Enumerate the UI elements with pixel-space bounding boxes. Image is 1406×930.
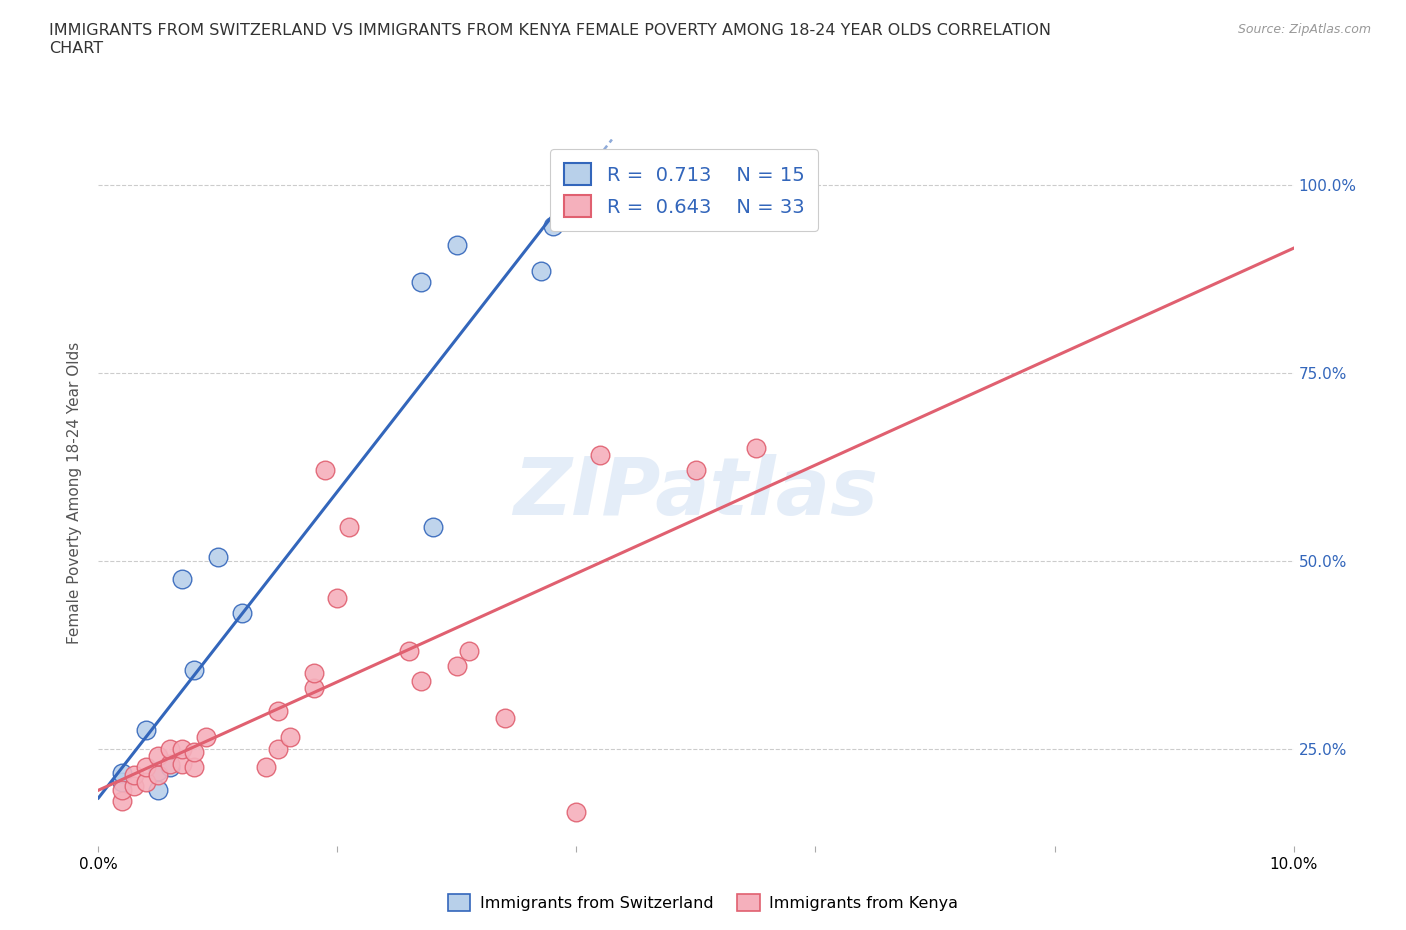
Point xyxy=(529,263,551,278)
Point xyxy=(231,605,253,620)
Legend: R =  0.713    N = 15, R =  0.643    N = 33: R = 0.713 N = 15, R = 0.643 N = 33 xyxy=(550,149,818,231)
Point xyxy=(172,741,194,756)
Point xyxy=(267,703,290,718)
Legend: Immigrants from Switzerland, Immigrants from Kenya: Immigrants from Switzerland, Immigrants … xyxy=(441,888,965,917)
Point xyxy=(446,658,468,673)
Point xyxy=(745,440,768,455)
Point xyxy=(111,782,134,797)
Point xyxy=(589,448,612,463)
Point xyxy=(124,767,146,782)
Point xyxy=(254,760,277,775)
Point xyxy=(159,756,181,771)
Point xyxy=(111,775,134,790)
Point xyxy=(135,723,157,737)
Point xyxy=(339,519,360,534)
Point xyxy=(458,644,481,658)
Point xyxy=(159,760,181,775)
Point xyxy=(207,550,229,565)
Point xyxy=(541,219,564,233)
Point xyxy=(398,644,420,658)
Point xyxy=(315,463,337,478)
Point xyxy=(148,767,170,782)
Point xyxy=(494,711,516,726)
Text: Source: ZipAtlas.com: Source: ZipAtlas.com xyxy=(1237,23,1371,36)
Point xyxy=(302,681,325,696)
Point xyxy=(685,463,707,478)
Point xyxy=(172,572,194,587)
Point xyxy=(159,741,181,756)
Point xyxy=(411,275,433,290)
Point xyxy=(267,741,290,756)
Point xyxy=(195,730,218,745)
Point xyxy=(302,666,325,681)
Point xyxy=(148,764,170,778)
Point xyxy=(148,749,170,764)
Point xyxy=(135,775,157,790)
Y-axis label: Female Poverty Among 18-24 Year Olds: Female Poverty Among 18-24 Year Olds xyxy=(67,342,83,644)
Point xyxy=(135,760,157,775)
Text: IMMIGRANTS FROM SWITZERLAND VS IMMIGRANTS FROM KENYA FEMALE POVERTY AMONG 18-24 : IMMIGRANTS FROM SWITZERLAND VS IMMIGRANT… xyxy=(49,23,1052,56)
Point xyxy=(326,591,349,605)
Point xyxy=(278,730,301,745)
Point xyxy=(111,765,134,780)
Point xyxy=(183,745,205,760)
Text: ZIPatlas: ZIPatlas xyxy=(513,454,879,532)
Point xyxy=(446,237,468,252)
Point xyxy=(183,760,205,775)
Point xyxy=(148,782,170,797)
Point xyxy=(124,778,146,793)
Point xyxy=(422,519,444,534)
Point xyxy=(183,662,205,677)
Point xyxy=(565,805,588,820)
Point xyxy=(172,756,194,771)
Point xyxy=(411,673,433,688)
Point xyxy=(111,793,134,808)
